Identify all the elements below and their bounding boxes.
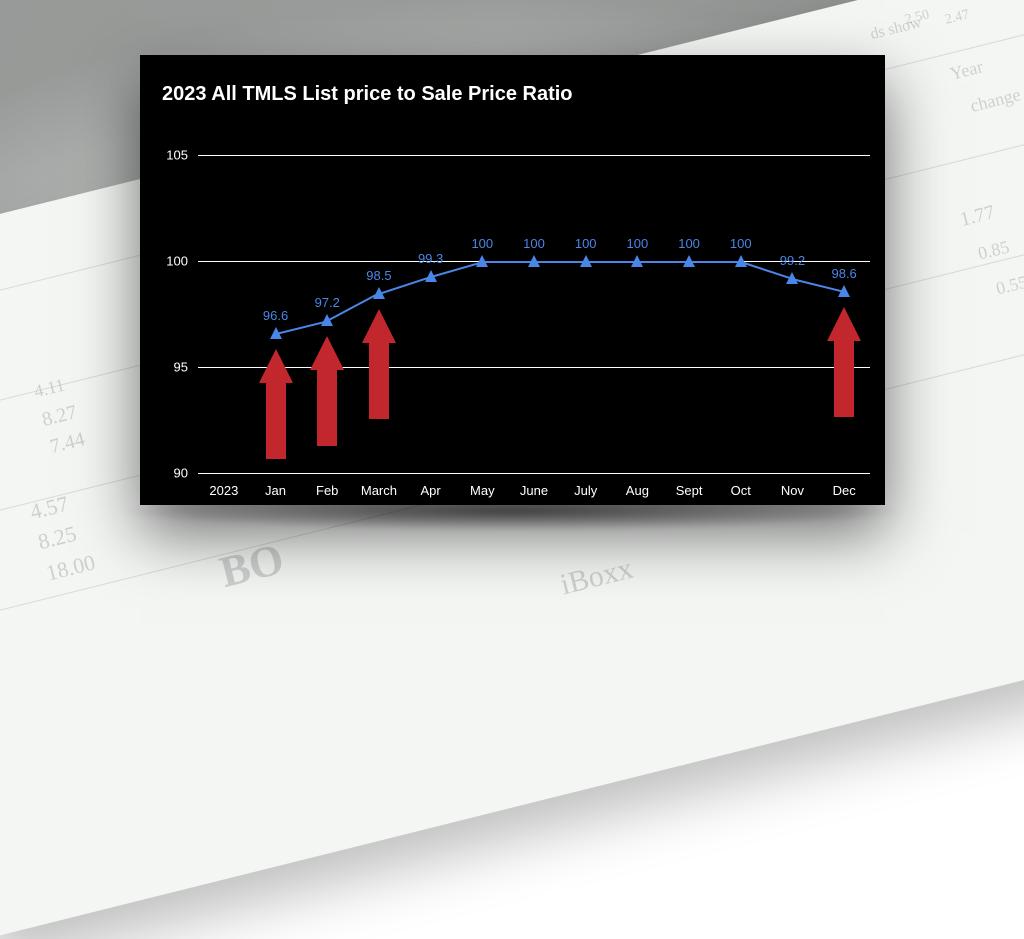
- gridline: [198, 367, 870, 368]
- x-axis-year-label: 2023: [209, 483, 238, 498]
- x-tick-label: Feb: [316, 483, 338, 498]
- x-tick-label: March: [361, 483, 397, 498]
- data-marker: [631, 255, 643, 267]
- data-marker: [425, 270, 437, 282]
- data-label: 100: [730, 236, 752, 251]
- data-label: 99.3: [418, 251, 443, 266]
- y-tick-label: 100: [148, 254, 198, 269]
- line-segment: [637, 261, 689, 263]
- line-segment: [586, 261, 638, 263]
- data-marker: [321, 314, 333, 326]
- data-label: 100: [575, 236, 597, 251]
- x-tick-label: May: [470, 483, 495, 498]
- callout-arrow-icon: [310, 336, 344, 446]
- data-label: 100: [678, 236, 700, 251]
- data-marker: [373, 287, 385, 299]
- x-tick-label: July: [574, 483, 597, 498]
- y-tick-label: 95: [148, 360, 198, 375]
- data-label: 100: [471, 236, 493, 251]
- data-marker: [786, 272, 798, 284]
- line-segment: [482, 261, 534, 263]
- line-segment: [534, 261, 586, 263]
- callout-arrow-icon: [827, 307, 861, 417]
- data-label: 98.6: [831, 266, 856, 281]
- x-tick-label: Dec: [833, 483, 856, 498]
- data-marker: [476, 255, 488, 267]
- data-marker: [528, 255, 540, 267]
- data-label: 99.2: [780, 253, 805, 268]
- x-tick-label: Nov: [781, 483, 804, 498]
- data-label: 100: [627, 236, 649, 251]
- data-marker: [683, 255, 695, 267]
- callout-arrow-icon: [362, 309, 396, 419]
- data-label: 97.2: [315, 295, 340, 310]
- gridline: [198, 155, 870, 156]
- data-marker: [838, 285, 850, 297]
- y-tick-label: 90: [148, 466, 198, 481]
- data-marker: [270, 327, 282, 339]
- x-tick-label: Jan: [265, 483, 286, 498]
- x-tick-label: Aug: [626, 483, 649, 498]
- data-marker: [735, 255, 747, 267]
- data-label: 100: [523, 236, 545, 251]
- plot-area: 90951001052023JanFebMarchAprMayJuneJulyA…: [198, 155, 870, 473]
- y-tick-label: 105: [148, 148, 198, 163]
- line-segment: [689, 261, 741, 263]
- data-label: 96.6: [263, 308, 288, 323]
- gridline: [198, 473, 870, 474]
- chart-title: 2023 All TMLS List price to Sale Price R…: [162, 83, 573, 106]
- data-label: 98.5: [366, 268, 391, 283]
- x-tick-label: Oct: [731, 483, 751, 498]
- data-marker: [580, 255, 592, 267]
- x-tick-label: June: [520, 483, 548, 498]
- chart-card: 2023 All TMLS List price to Sale Price R…: [140, 55, 885, 505]
- callout-arrow-icon: [259, 349, 293, 459]
- x-tick-label: Apr: [420, 483, 440, 498]
- x-tick-label: Sept: [676, 483, 703, 498]
